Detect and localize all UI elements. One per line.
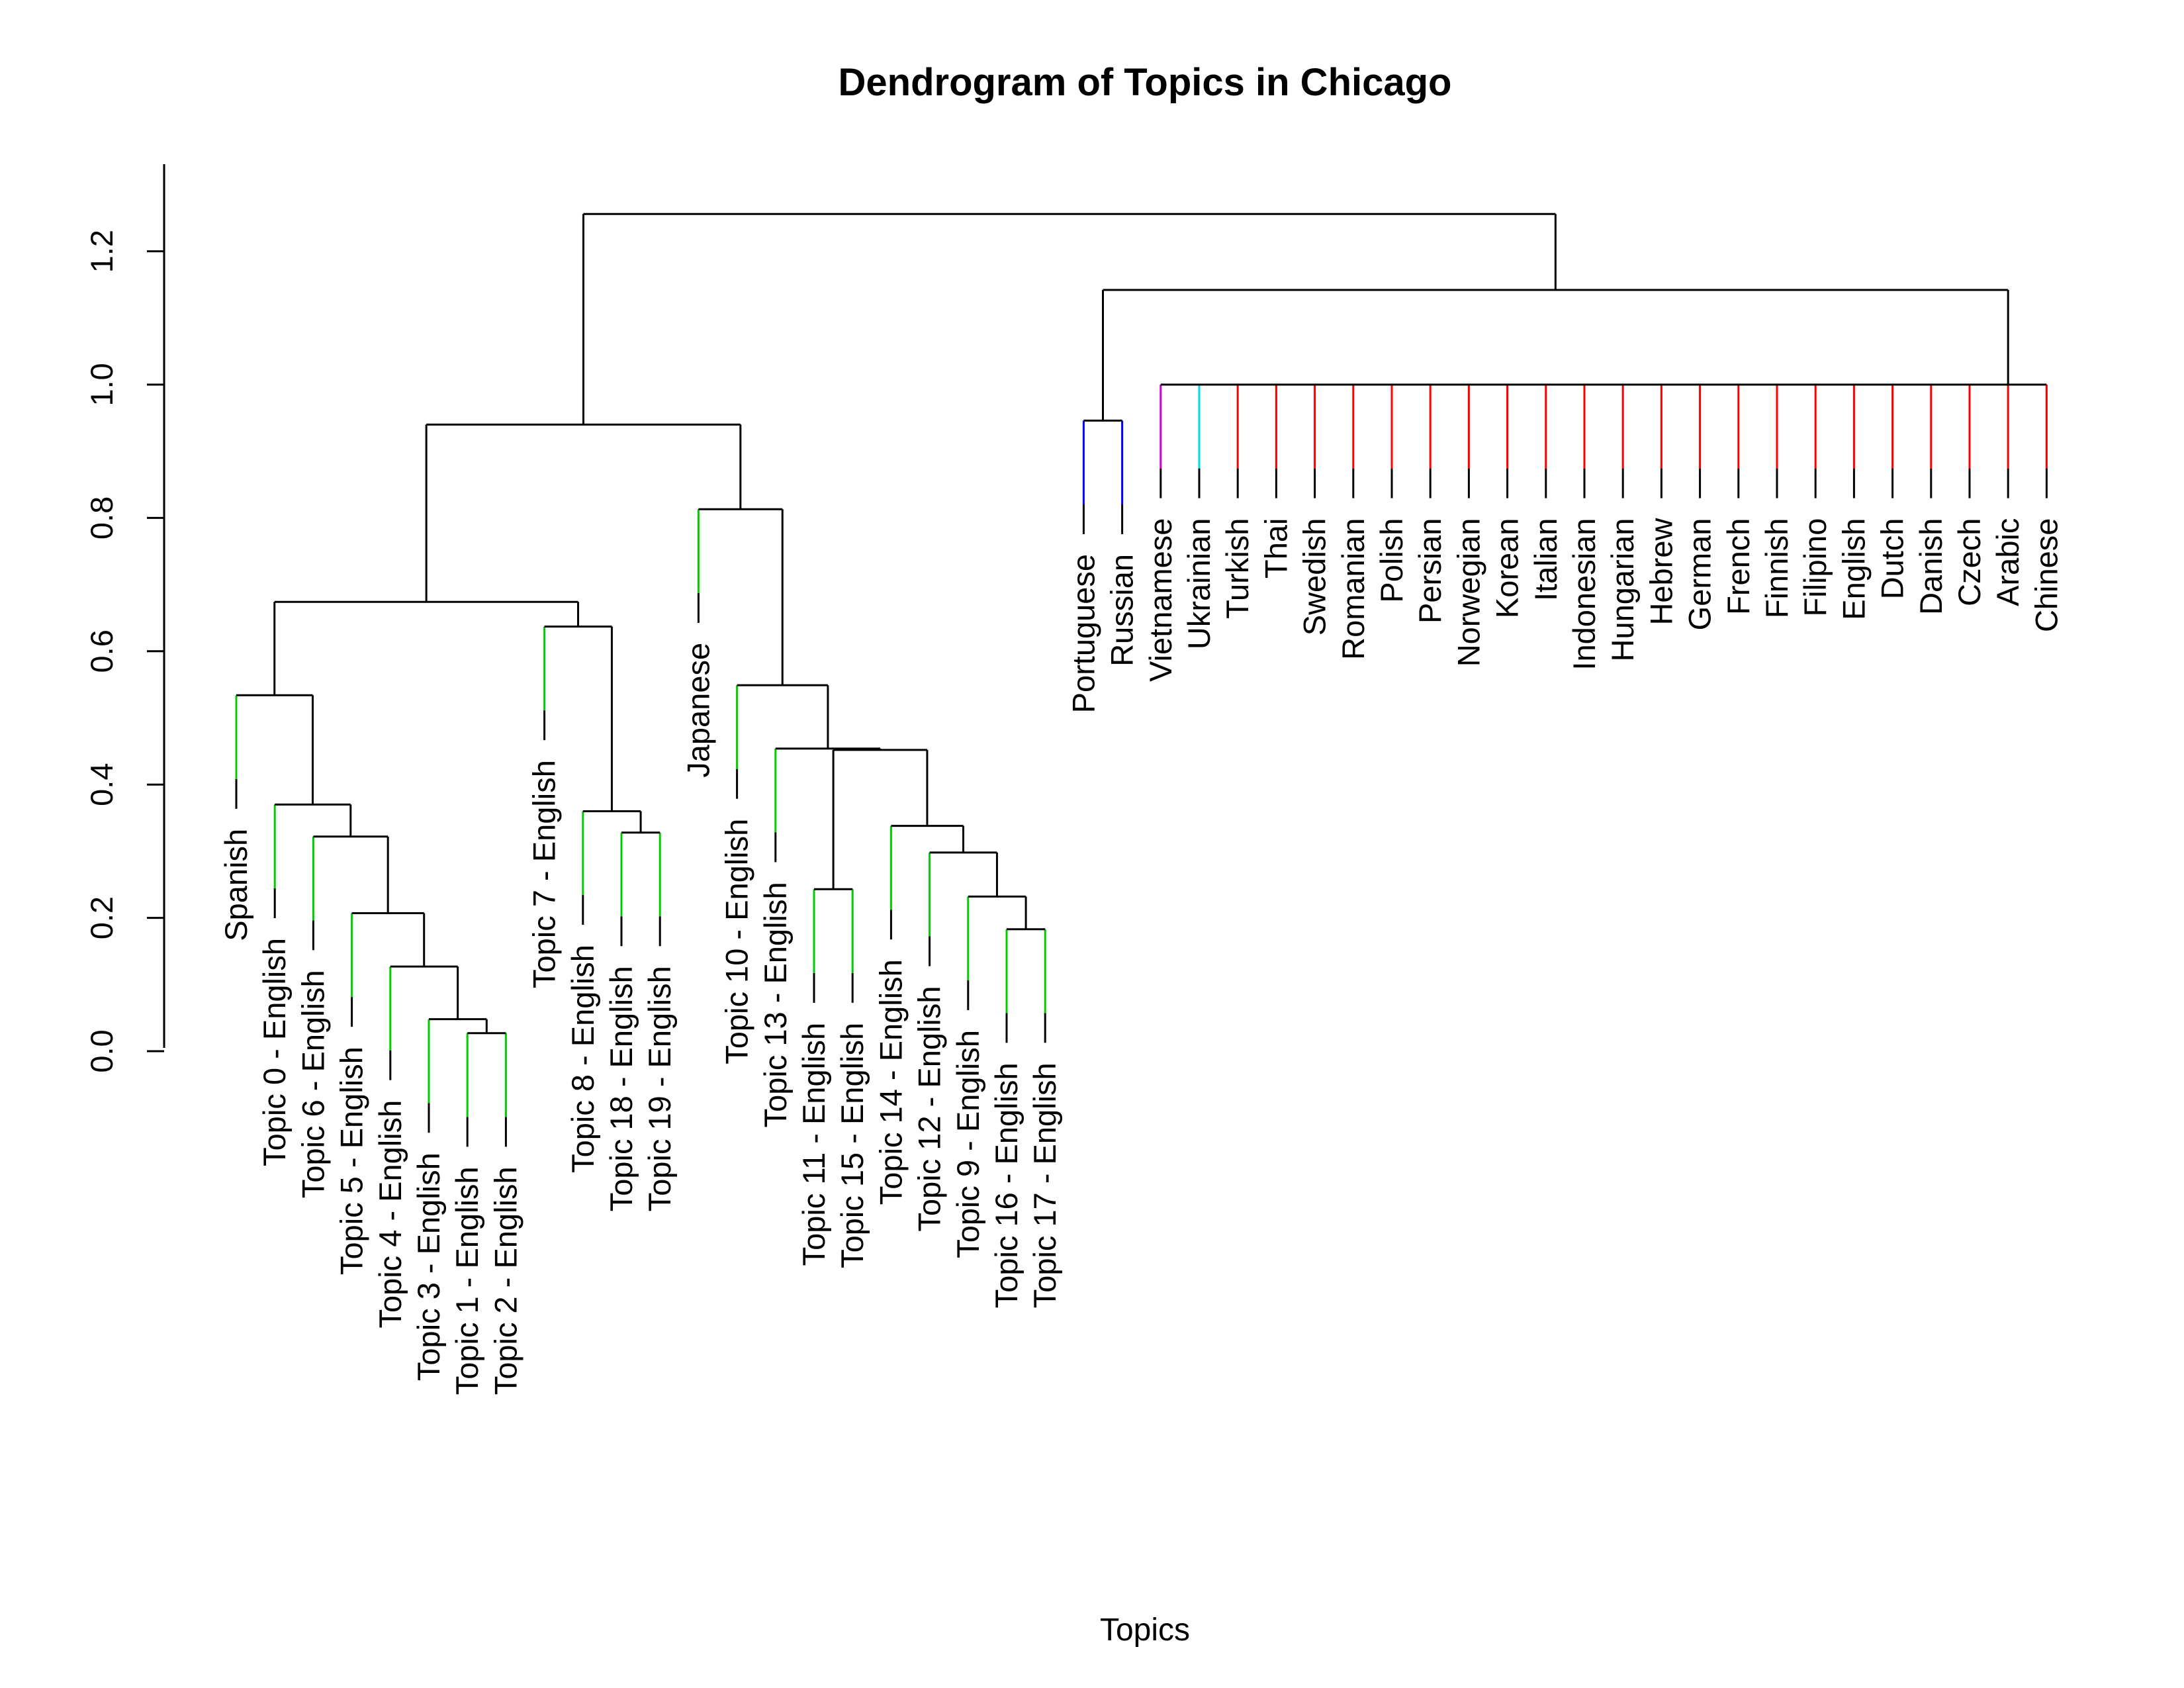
leaf-label: Thai	[1258, 518, 1293, 579]
y-axis: 0.0 0.2 0.4 0.6 0.8 1.0 1.2	[84, 164, 165, 1073]
y-tick-label: 0.4	[84, 763, 119, 806]
leaf-label: Topic 15 - English	[835, 1023, 870, 1268]
leaf-label: Topic 12 - English	[912, 986, 947, 1231]
leaf-label: Topic 0 - English	[257, 938, 292, 1166]
leaf-label: Czech	[1952, 518, 1987, 606]
leaf-label: Topic 18 - English	[604, 966, 639, 1211]
leaf-label: Topic 17 - English	[1027, 1062, 1062, 1308]
leaf-label: German	[1682, 518, 1717, 631]
leaf-label: Topic 6 - English	[295, 970, 330, 1198]
leaf-label: Turkish	[1220, 518, 1255, 619]
leaf-label: Persian	[1412, 518, 1447, 624]
leaf-label: Topic 3 - English	[411, 1152, 446, 1381]
leaf-label: Ukrainian	[1181, 518, 1216, 650]
leaf-label: Romanian	[1336, 518, 1371, 660]
leaf-label: Italian	[1528, 518, 1563, 601]
y-tick-label: 1.2	[84, 230, 119, 273]
leaf-label: English	[1836, 518, 1871, 620]
leaf-label: Topic 16 - English	[989, 1062, 1024, 1308]
y-tick-label: 1.0	[84, 363, 119, 406]
leaf-label: Vietnamese	[1143, 518, 1178, 682]
leaf-label: Topic 2 - English	[488, 1166, 523, 1395]
leaf-label: Topic 14 - English	[873, 959, 908, 1205]
leaf-label: Japanese	[680, 643, 715, 778]
leaf-label: Topic 4 - English	[373, 1100, 408, 1329]
leaf-label: Dutch	[1875, 518, 1910, 600]
y-tick-label: 0.0	[84, 1029, 119, 1072]
leaf-label: Indonesian	[1567, 518, 1602, 671]
leaf-label: Topic 19 - English	[642, 966, 677, 1211]
y-tick-label: 0.6	[84, 630, 119, 673]
leaf-label: Danish	[1913, 518, 1948, 615]
leaf-label: Russian	[1105, 554, 1140, 667]
x-axis-title: Topics	[1100, 1613, 1190, 1648]
leaf-label: Topic 9 - English	[950, 1030, 985, 1258]
leaf-label: Topic 5 - English	[334, 1047, 369, 1275]
leaf-label: Arabic	[1990, 518, 2025, 606]
leaf-label: Spanish	[218, 829, 253, 941]
leaf-label: Chinese	[2028, 518, 2064, 632]
leaf-label: Topic 7 - English	[527, 760, 562, 988]
leaf-label: Korean	[1490, 518, 1525, 619]
leaf-label: Topic 10 - English	[719, 819, 754, 1064]
chart-title: Dendrogram of Topics in Chicago	[839, 61, 1452, 104]
leaf-label: Finnish	[1759, 518, 1794, 619]
leaf-label: Hebrew	[1643, 518, 1678, 626]
leaf-label: Topic 8 - English	[565, 945, 600, 1173]
leaf-label: Topic 13 - English	[758, 882, 793, 1127]
y-tick-label: 0.2	[84, 896, 119, 939]
dendrogram-tree	[235, 212, 2048, 1147]
leaf-label: Swedish	[1297, 518, 1332, 636]
leaf-label: Filipino	[1797, 518, 1833, 617]
leaf-label: Topic 11 - English	[796, 1023, 831, 1266]
y-tick-label: 0.8	[84, 496, 119, 539]
leaf-label: Topic 1 - English	[449, 1166, 484, 1395]
leaf-label: Polish	[1374, 518, 1409, 603]
leaf-label: French	[1721, 518, 1756, 615]
leaf-label: Hungarian	[1605, 518, 1640, 662]
leaf-label: Norwegian	[1451, 518, 1486, 667]
leaf-label: Portuguese	[1066, 554, 1101, 713]
